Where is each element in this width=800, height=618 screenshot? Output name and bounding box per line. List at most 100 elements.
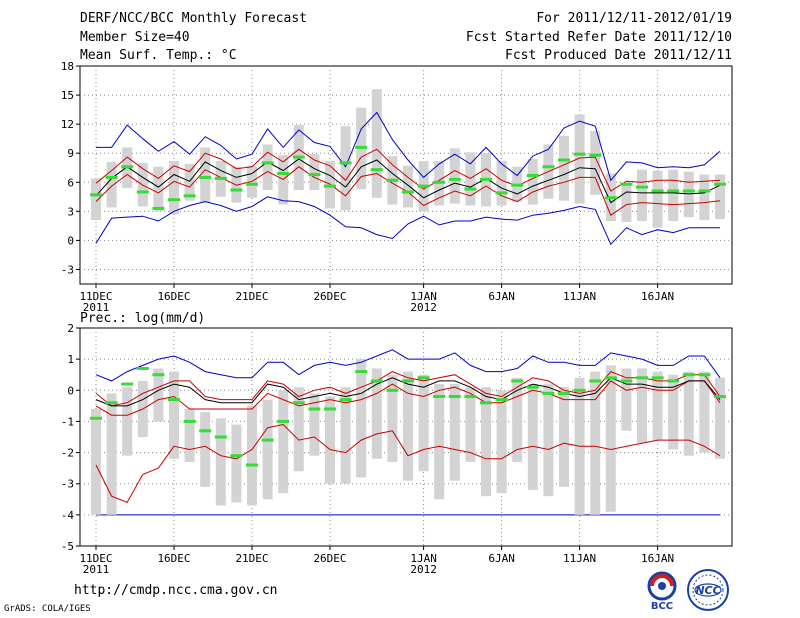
panel2-spread-bar: [543, 384, 554, 497]
panel1-ensemble-marker: [168, 198, 180, 202]
panel1-xtick-label: 11JAN: [563, 290, 596, 303]
panel1-ensemble-marker: [402, 190, 414, 194]
panel1-ensemble-marker: [105, 175, 118, 179]
panel2-ensemble-marker: [339, 398, 352, 402]
panel1-spread-bar: [449, 148, 460, 204]
panel2-ensemble-marker: [464, 395, 477, 399]
panel2-spread-bar: [652, 371, 663, 441]
panel1-spread-bar: [262, 144, 273, 191]
panel2-ensemble-marker: [183, 419, 196, 423]
panel1-xtick-label: 1JAN: [410, 290, 437, 303]
panel1-spread-bar: [169, 160, 179, 215]
panel2-ytick-label: -1: [61, 415, 74, 428]
panel2-xtick-label: 1JAN: [410, 552, 437, 565]
panel1-spread-bar: [590, 130, 601, 195]
ncc-logo: NCC: [686, 568, 730, 612]
panel1-ensemble-marker: [620, 182, 633, 186]
panel2-spread-bar: [262, 399, 273, 500]
panel1-ensemble-marker: [324, 184, 336, 188]
panel1-year-label: 2011: [83, 301, 110, 314]
panel1-ensemble-marker: [604, 196, 617, 200]
panel2-xtick-label: 11DEC: [79, 552, 112, 565]
panel1-ensemble-marker: [308, 173, 321, 177]
panel1-ensemble-marker: [121, 165, 134, 169]
panel2-xtick-label: 16DEC: [157, 552, 190, 565]
panel2-ensemble-marker: [495, 398, 508, 402]
panel2-ensemble-marker: [214, 435, 227, 439]
panel1-frame: [79, 65, 733, 285]
panel1-xtick-label: 16DEC: [157, 290, 190, 303]
bcc-logo: BCC: [640, 568, 684, 612]
panel1-spread-bar: [621, 185, 632, 222]
panel1-spread-bar: [340, 126, 351, 211]
panel2-ensemble-marker: [573, 388, 586, 392]
panel2-ensemble-marker: [433, 395, 446, 399]
panel2-frame: [79, 327, 733, 547]
panel2-ensemble-marker: [355, 370, 368, 374]
panel1-ensemble-marker: [199, 175, 212, 179]
panel1-ytick-label: 12: [61, 118, 74, 131]
panel1-spread-bar: [184, 163, 195, 201]
panel1-spread-bar: [637, 169, 647, 222]
panel2-ytick-label: -3: [61, 478, 74, 491]
panel2-spread-bar: [621, 368, 632, 431]
panel2-ensemble-marker: [168, 398, 180, 402]
panel2-ytick-label: -4: [61, 509, 75, 522]
panel2-ensemble-marker: [589, 379, 602, 383]
panel2-ensemble-marker: [542, 391, 555, 395]
panel2-ensemble-marker: [511, 379, 524, 383]
panel1-xtick-label: 21DEC: [235, 290, 268, 303]
panel1-ensemble-marker: [495, 191, 508, 195]
panel2-ensemble-marker: [230, 454, 243, 458]
panel2-ensemble-marker: [402, 379, 414, 383]
panel2-spread-bar: [590, 371, 601, 515]
panel1-ensemble-marker: [292, 155, 305, 159]
panel2-spread-bar: [559, 387, 569, 487]
panel1-spread-bar: [652, 170, 663, 228]
panel2-ensemble-marker: [682, 373, 695, 377]
panel2-ytick-label: -5: [61, 540, 74, 553]
panel2-year-label: 2011: [83, 563, 110, 576]
panel2-spread-bar: [278, 390, 289, 494]
panel1-ensemble-marker: [542, 165, 555, 169]
panel1-ensemble-marker: [558, 158, 570, 162]
panel1-spread-bar: [371, 89, 382, 198]
panel1-spread-bar: [153, 166, 164, 212]
panel2-xtick-label: 6JAN: [488, 552, 515, 565]
panel1-ensemble-marker: [636, 185, 648, 189]
panel1-ensemble-marker: [433, 180, 446, 184]
panel2-spread-bar: [340, 387, 351, 484]
panel2-ytick-label: 1: [67, 353, 74, 366]
panel2-ensemble-marker: [121, 382, 134, 386]
source-url: http://cmdp.ncc.cma.gov.cn: [74, 583, 278, 598]
temperature-variable-label: Mean Surf. Temp.: °C: [80, 48, 237, 63]
panel2-spread-bar: [309, 393, 320, 456]
panel2-ensemble-marker: [667, 379, 680, 383]
panel1-ensemble-marker: [698, 189, 711, 193]
panel1-ensemble-marker: [230, 188, 243, 192]
panel2-ensemble-marker: [651, 376, 664, 380]
panel1-ensemble-marker: [339, 161, 352, 165]
panel2-ensemble-marker: [636, 376, 648, 380]
panel2-spread-bar: [605, 365, 616, 512]
panel2-spread-bar: [715, 377, 725, 459]
panel2-ensemble-marker: [136, 366, 149, 370]
panel2-spread-bar: [434, 384, 445, 500]
panel1-spread-bar: [527, 159, 538, 205]
panel2-ensemble-marker: [526, 385, 539, 389]
panel2-spread-bar: [387, 374, 398, 462]
panel1-spread-bar: [200, 147, 211, 203]
panel1-ensemble-marker: [214, 176, 227, 180]
panel1-xtick-label: 16JAN: [641, 290, 674, 303]
panel2-spread-bar: [325, 396, 335, 484]
panel2-ensemble-marker: [90, 416, 102, 420]
panel2-ensemble-marker: [620, 379, 633, 383]
panel2-spread-bar: [106, 393, 117, 515]
panel2-spread-bar: [231, 424, 242, 503]
panel2-ensemble-marker: [324, 407, 336, 411]
panel2-spread-bar: [356, 359, 367, 478]
panel1-ensemble-marker: [526, 173, 539, 177]
panel1-year-label: 2012: [410, 301, 437, 314]
panel2-upper-line: [95, 371, 721, 407]
